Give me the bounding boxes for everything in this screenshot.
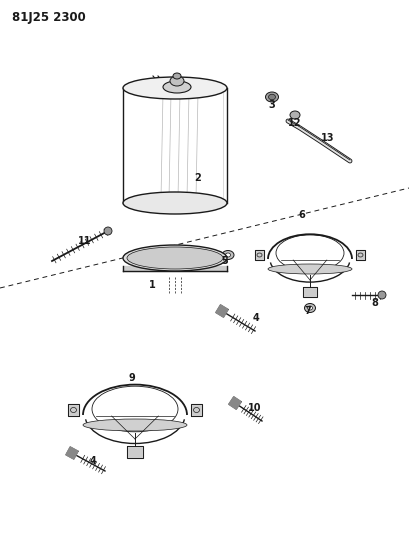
Ellipse shape — [225, 253, 231, 257]
Ellipse shape — [308, 306, 312, 310]
Text: 11: 11 — [78, 236, 92, 246]
Polygon shape — [66, 447, 78, 459]
Polygon shape — [68, 404, 79, 416]
Text: 81J25 2300: 81J25 2300 — [12, 11, 86, 24]
Ellipse shape — [123, 192, 227, 214]
Text: 4: 4 — [253, 313, 259, 323]
Ellipse shape — [170, 76, 184, 86]
Text: 13: 13 — [321, 133, 335, 143]
Polygon shape — [216, 305, 228, 317]
Text: 1: 1 — [148, 280, 155, 290]
Ellipse shape — [265, 92, 279, 102]
Circle shape — [104, 227, 112, 235]
Polygon shape — [356, 250, 365, 260]
Polygon shape — [191, 404, 202, 416]
Polygon shape — [127, 446, 143, 458]
Ellipse shape — [304, 303, 315, 312]
Polygon shape — [303, 287, 317, 297]
Ellipse shape — [173, 73, 181, 79]
Ellipse shape — [83, 419, 187, 431]
Text: 7: 7 — [305, 306, 311, 316]
Text: 5: 5 — [222, 256, 228, 266]
Text: 2: 2 — [195, 173, 201, 183]
Ellipse shape — [163, 81, 191, 93]
Text: 6: 6 — [299, 210, 306, 220]
Ellipse shape — [123, 245, 227, 271]
Ellipse shape — [268, 94, 276, 100]
Text: 12: 12 — [288, 118, 302, 128]
Ellipse shape — [222, 251, 234, 260]
Polygon shape — [123, 266, 227, 271]
Text: 8: 8 — [371, 298, 378, 308]
Text: 3: 3 — [269, 100, 275, 110]
Polygon shape — [255, 250, 264, 260]
Ellipse shape — [290, 111, 300, 119]
Circle shape — [378, 291, 386, 299]
Ellipse shape — [127, 247, 223, 269]
Ellipse shape — [268, 264, 352, 274]
Ellipse shape — [123, 77, 227, 99]
Text: 9: 9 — [128, 373, 135, 383]
Polygon shape — [229, 397, 241, 409]
Text: 4: 4 — [90, 456, 97, 466]
Text: 10: 10 — [248, 403, 262, 413]
